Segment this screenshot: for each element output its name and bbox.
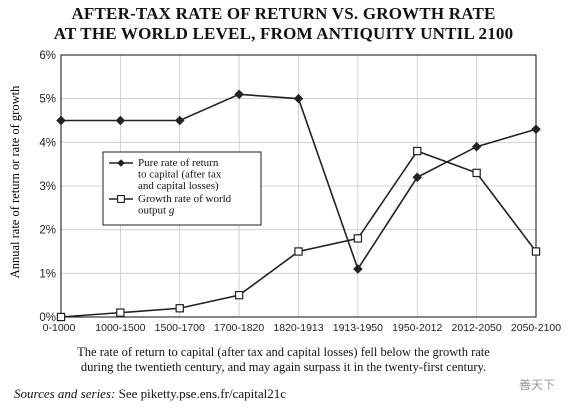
x-tick-label: 0-1000 xyxy=(43,322,76,334)
sources-text: See piketty.pse.ens.fr/capital21c xyxy=(115,386,286,401)
legend-box xyxy=(102,151,262,226)
data-point-diamond xyxy=(293,93,304,104)
data-point-diamond xyxy=(353,264,363,274)
legend-label: and capital losses) xyxy=(138,180,219,192)
data-point-square xyxy=(175,304,184,313)
plot-frame xyxy=(60,54,537,318)
y-tick-label: 1% xyxy=(39,268,56,280)
data-point-square xyxy=(353,234,363,243)
y-tick-label: 6% xyxy=(39,50,56,62)
data-point-square xyxy=(56,312,66,322)
x-tick-label: 1913-1950 xyxy=(333,322,383,334)
data-point-diamond xyxy=(234,89,244,100)
y-tick-label: 3% xyxy=(39,181,56,193)
x-tick-label: 1700-1820 xyxy=(214,322,264,334)
y-axis-label: Annual rate of return or rate of growth xyxy=(8,85,22,278)
data-point-diamond xyxy=(115,115,126,126)
data-point-square xyxy=(116,308,125,317)
data-point-diamond xyxy=(412,172,423,183)
x-tick-label: 1820-1913 xyxy=(273,322,323,334)
series-group xyxy=(56,89,541,322)
legend-label: Growth rate of world xyxy=(138,193,232,205)
chart-title-line-2: AT THE WORLD LEVEL, FROM ANTIQUITY UNTIL… xyxy=(53,24,514,43)
watermark: 善天下 xyxy=(518,378,555,392)
caption-line-1: The rate of return to capital (after tax… xyxy=(77,345,490,359)
data-point-square xyxy=(294,247,303,256)
data-point-diamond xyxy=(531,124,541,134)
sources-note: Sources and series: See piketty.pse.ens.… xyxy=(14,386,286,402)
data-point-square xyxy=(531,247,541,256)
y-tick-label: 4% xyxy=(39,137,56,149)
x-axis-ticks: 0-1000 1000-1500 1500-1700 1700-1820 1820-19… xyxy=(43,322,562,334)
x-tick-label: 1000-1500 xyxy=(95,322,145,334)
y-tick-label: 0% xyxy=(39,312,56,324)
caption-line-2: during the twentieth century, and may ag… xyxy=(80,360,487,374)
data-point-diamond xyxy=(174,115,185,126)
legend-label: Pure rate of return xyxy=(138,157,219,169)
legend-label: to capital (after tax xyxy=(138,169,222,181)
legend-label: output g xyxy=(138,205,175,217)
x-tick-label: 2050-2100 xyxy=(511,322,561,334)
y-tick-label: 5% xyxy=(39,94,56,106)
x-tick-label: 1500-1700 xyxy=(155,322,205,334)
data-point-square xyxy=(413,146,422,156)
data-point-diamond xyxy=(56,115,66,126)
axes xyxy=(60,54,537,318)
data-point-diamond xyxy=(471,141,482,152)
legend-marker-diamond xyxy=(117,159,125,167)
y-tick-label: 2% xyxy=(39,225,56,237)
sources-label: Sources and series: xyxy=(14,386,116,401)
y-axis-ticks: 0% 1% 2% 3% 4% 5% 6% xyxy=(39,50,56,324)
chart-title-line-1: AFTER-TAX RATE OF RETURN VS. GROWTH RATE xyxy=(71,4,496,23)
data-point-square xyxy=(472,168,481,178)
data-point-square xyxy=(234,290,244,300)
legend-marker-square xyxy=(117,195,125,203)
x-tick-label: 1950-2012 xyxy=(392,322,442,334)
x-tick-label: 2012-2050 xyxy=(452,322,502,334)
